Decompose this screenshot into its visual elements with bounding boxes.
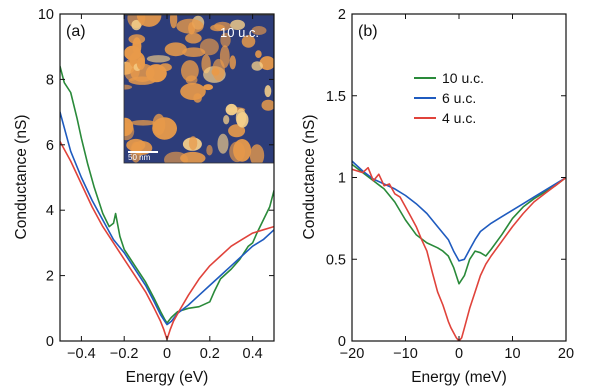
chart-b-series-line-1 [352,160,566,262]
chart-a-series-line-2 [60,140,274,341]
inset-islands [124,15,274,163]
inset-island [176,18,204,34]
chart-a-ytick-label: 0 [46,334,54,350]
chart-b-frame [351,13,567,342]
inset-island [188,136,198,151]
chart-b-ytick-label: 1.5 [326,89,346,105]
inset-island [146,55,171,63]
chart-a: 50 nm 10 u.c. −0.4 −0.2 0 0.2 0.4 0 2 4 6 8 10 (a)… [13,7,275,386]
chart-a-xtick-label: −0.4 [67,346,96,362]
inset-island [228,124,246,138]
chart-a-xlabel: Energy (eV) [126,369,209,386]
chart-a-ylabel: Conductance (nS) [13,115,30,240]
chart-b-ytick-label: 0.5 [326,252,346,268]
chart-a-xtick-label: −0.2 [110,346,139,362]
chart-b-ytick-label: 1 [338,171,346,187]
chart-a-ticks: −0.4 −0.2 0 0.2 0.4 0 2 4 6 8 10 [38,7,274,362]
inset-image: 50 nm 10 u.c. [124,15,274,163]
inset-island [131,19,142,31]
inset-island [124,122,135,141]
chart-b-xtick-label: 0 [455,346,463,362]
chart-a-xtick-label: 0.2 [200,346,220,362]
chart-b-ticks: −20 −10 0 10 20 0 0.5 1 1.5 2 [326,7,574,362]
chart-a-ytick-label: 6 [46,138,54,154]
inset-island [212,58,225,81]
chart-a-ytick-label: 10 [38,7,54,23]
inset-island [158,63,172,72]
legend-label-0: 10 u.c. [442,70,484,86]
inset-island [124,84,132,90]
inset-island [206,144,213,156]
chart-a-xtick-label: 0 [163,346,171,362]
inset-island [136,57,145,70]
inset-island [217,133,229,154]
chart-b-xtick-label: 20 [558,346,574,362]
inset-island [164,151,188,163]
inset-island [182,47,206,57]
inset-island [235,108,247,127]
inset-island [241,35,256,48]
inset-island [152,113,166,136]
inset-island [181,60,199,82]
inset-island [255,50,262,58]
chart-b-ytick-label: 0 [338,334,346,350]
inset-island [210,24,226,32]
inset-island [264,85,272,98]
inset-island [230,19,246,30]
inset-island [124,45,141,61]
chart-b-series-line-2 [352,166,566,341]
inset-island [251,26,267,35]
inset-island [185,32,202,44]
inset-island [180,83,206,100]
inset-island [261,99,274,111]
chart-b: −20 −10 0 10 20 0 0.5 1 1.5 2 (b) Energy (meV) Co… [301,7,574,386]
chart-a-ytick-label: 8 [46,72,54,88]
inset-island [229,141,246,163]
inset-island [259,56,274,71]
inset-island [249,144,265,163]
inset-island [251,61,263,71]
inset-label: 10 u.c. [220,25,259,40]
chart-a-panel-label: (a) [66,23,86,40]
legend-label-1: 6 u.c. [442,90,476,106]
inset-island [229,55,236,70]
chart-b-panel-label: (b) [358,23,378,40]
chart-a-ytick-label: 2 [46,269,54,285]
inset-island [220,32,231,48]
chart-b-xtick-label: −10 [393,346,418,362]
chart-b-series-line-0 [352,163,566,285]
legend-label-2: 4 u.c. [442,110,476,126]
inset-island [225,103,238,116]
chart-b-ylabel: Conductance (nS) [301,115,318,240]
chart-b-xtick-label: 10 [504,346,520,362]
chart-a-series-line-1 [60,111,274,326]
chart-b-legend: 10 u.c. 6 u.c. 4 u.c. [414,70,484,126]
inset-scalebar-label: 50 nm [128,153,151,162]
chart-a-xtick-label: 0.4 [243,346,263,362]
inset-island [136,15,162,27]
chart-b-ytick-label: 2 [338,7,346,23]
inset-island [169,15,178,29]
inset-island [164,42,187,57]
chart-b-xlabel: Energy (meV) [411,369,507,386]
inset-island [223,115,230,125]
inset-island [130,120,156,126]
chart-b-xtick-label: −20 [340,346,365,362]
inset-island [203,84,214,91]
chart-a-series-line-0 [60,65,274,324]
chart-b-lines [352,160,566,341]
chart-a-ytick-label: 4 [46,203,54,219]
